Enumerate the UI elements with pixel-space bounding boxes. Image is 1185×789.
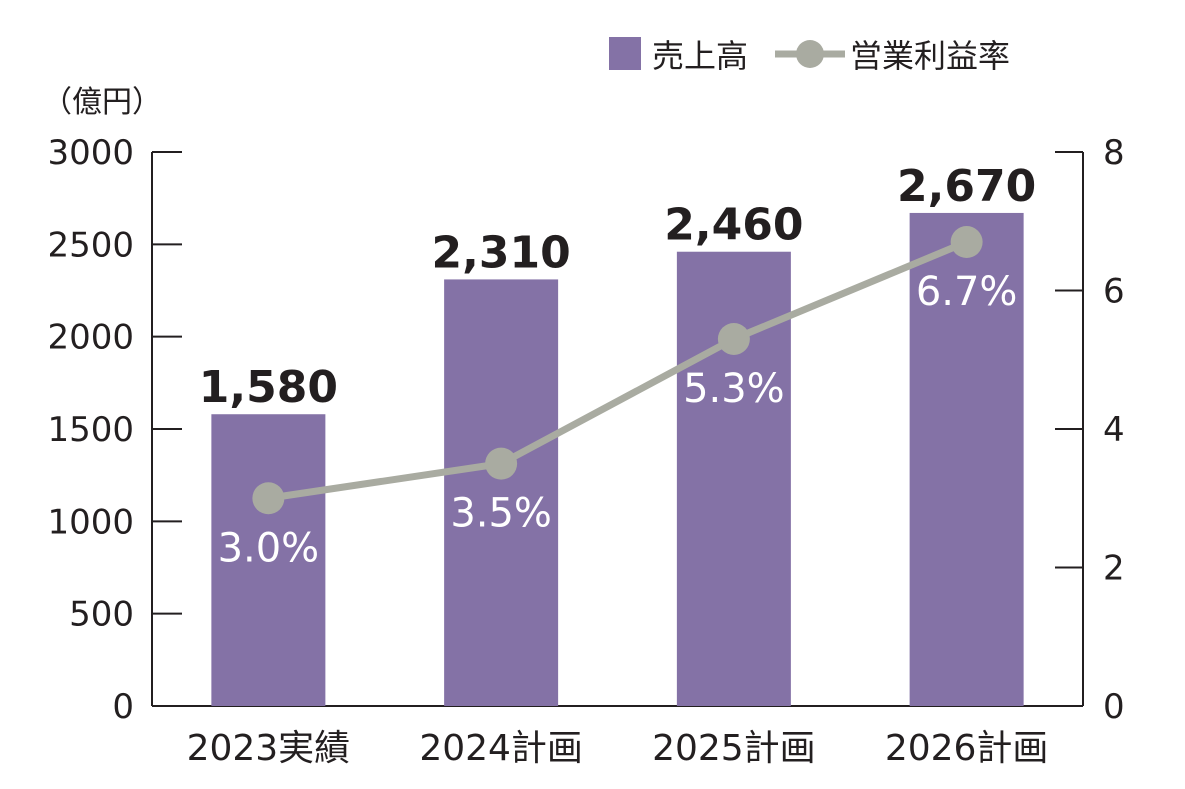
margin-value-labels: 3.0% 3.5% 5.3% 6.7% bbox=[218, 269, 1018, 571]
x-category-label: 2024計画 bbox=[419, 728, 583, 769]
margin-line bbox=[252, 226, 983, 515]
bars bbox=[211, 212, 1024, 706]
bar-value-label: 2,310 bbox=[432, 227, 571, 278]
margin-value-label: 3.5% bbox=[450, 491, 552, 537]
margin-point bbox=[485, 447, 518, 480]
y-left-unit-label: （億円） bbox=[42, 85, 162, 120]
y-left-tick-label: 0 bbox=[112, 687, 134, 727]
margin-point bbox=[950, 226, 983, 259]
y-left-tick-label: 1500 bbox=[47, 410, 134, 450]
bar-sales bbox=[444, 279, 559, 706]
margin-value-label: 5.3% bbox=[683, 366, 785, 412]
margin-point bbox=[252, 482, 285, 515]
x-category-label: 2025計画 bbox=[652, 728, 816, 769]
x-category-label: 2026計画 bbox=[885, 728, 1049, 769]
bar-sales bbox=[909, 212, 1024, 706]
y-right-tick-label: 4 bbox=[1103, 410, 1125, 450]
y-left-tick-label: 3000 bbox=[47, 133, 134, 173]
axes: 0 500 1000 1500 2000 2500 3000 0 2 4 6 8 2023実績 2024計… bbox=[47, 133, 1124, 769]
margin-value-label: 6.7% bbox=[916, 269, 1018, 315]
legend-label-sales: 売上高 bbox=[652, 37, 748, 75]
x-category-label: 2023実績 bbox=[187, 728, 351, 769]
y-right-tick-label: 6 bbox=[1103, 272, 1125, 312]
bar-value-label: 2,670 bbox=[897, 161, 1036, 212]
y-right-tick-label: 8 bbox=[1103, 133, 1125, 173]
bar-value-label: 1,580 bbox=[199, 362, 338, 413]
margin-point bbox=[717, 322, 750, 355]
y-left-tick-label: 500 bbox=[69, 595, 134, 635]
legend-swatch-sales bbox=[609, 37, 641, 70]
bar-value-label: 2,460 bbox=[664, 200, 803, 251]
y-left-tick-label: 2000 bbox=[47, 318, 134, 358]
bar-value-labels: 1,580 2,310 2,460 2,670 bbox=[199, 161, 1036, 413]
legend-swatch-margin-marker bbox=[796, 40, 824, 68]
legend: 売上高 営業利益率 bbox=[609, 37, 1010, 75]
margin-value-label: 3.0% bbox=[218, 525, 320, 571]
margin-polyline bbox=[267, 238, 968, 502]
y-left-tick-label: 1000 bbox=[47, 502, 134, 542]
y-right-tick-label: 2 bbox=[1103, 549, 1125, 589]
y-left-tick-label: 2500 bbox=[47, 225, 134, 265]
legend-label-margin: 営業利益率 bbox=[850, 37, 1010, 75]
bar-sales bbox=[211, 414, 326, 706]
y-right-tick-label: 0 bbox=[1103, 687, 1125, 727]
